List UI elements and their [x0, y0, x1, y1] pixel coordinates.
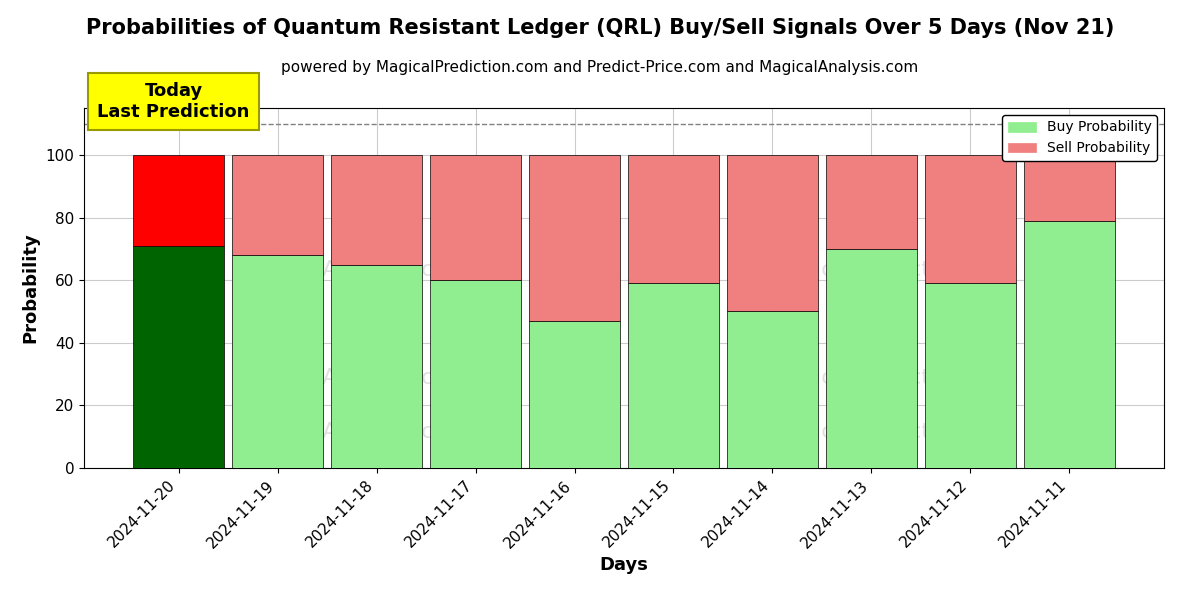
Bar: [529, 155, 620, 321]
Bar: [925, 283, 1016, 468]
Text: MagicalAnalysis.com: MagicalAnalysis.com: [238, 422, 470, 442]
Bar: [826, 155, 917, 249]
Bar: [331, 155, 422, 265]
X-axis label: Days: Days: [600, 556, 648, 574]
Bar: [628, 155, 719, 283]
Bar: [331, 265, 422, 468]
Text: MagicalPrediction.com: MagicalPrediction.com: [769, 422, 1019, 442]
Legend: Buy Probability, Sell Probability: Buy Probability, Sell Probability: [1002, 115, 1157, 161]
Text: Today
Last Prediction: Today Last Prediction: [97, 82, 250, 121]
Bar: [133, 155, 224, 246]
Bar: [232, 155, 323, 255]
Bar: [232, 255, 323, 468]
Text: Probabilities of Quantum Resistant Ledger (QRL) Buy/Sell Signals Over 5 Days (No: Probabilities of Quantum Resistant Ledge…: [86, 18, 1114, 38]
Bar: [133, 246, 224, 468]
Text: MagicalAnalysis.com: MagicalAnalysis.com: [238, 368, 470, 388]
Bar: [727, 155, 818, 311]
Bar: [826, 249, 917, 468]
Text: MagicalPrediction.com: MagicalPrediction.com: [769, 260, 1019, 280]
Text: powered by MagicalPrediction.com and Predict-Price.com and MagicalAnalysis.com: powered by MagicalPrediction.com and Pre…: [281, 60, 919, 75]
Bar: [430, 280, 521, 468]
Text: MagicalAnalysis.com: MagicalAnalysis.com: [238, 260, 470, 280]
Text: MagicalPrediction.com: MagicalPrediction.com: [769, 368, 1019, 388]
Bar: [1024, 155, 1115, 221]
Bar: [727, 311, 818, 468]
Bar: [628, 283, 719, 468]
Bar: [430, 155, 521, 280]
Bar: [925, 155, 1016, 283]
Y-axis label: Probability: Probability: [22, 233, 40, 343]
Bar: [529, 321, 620, 468]
Bar: [1024, 221, 1115, 468]
